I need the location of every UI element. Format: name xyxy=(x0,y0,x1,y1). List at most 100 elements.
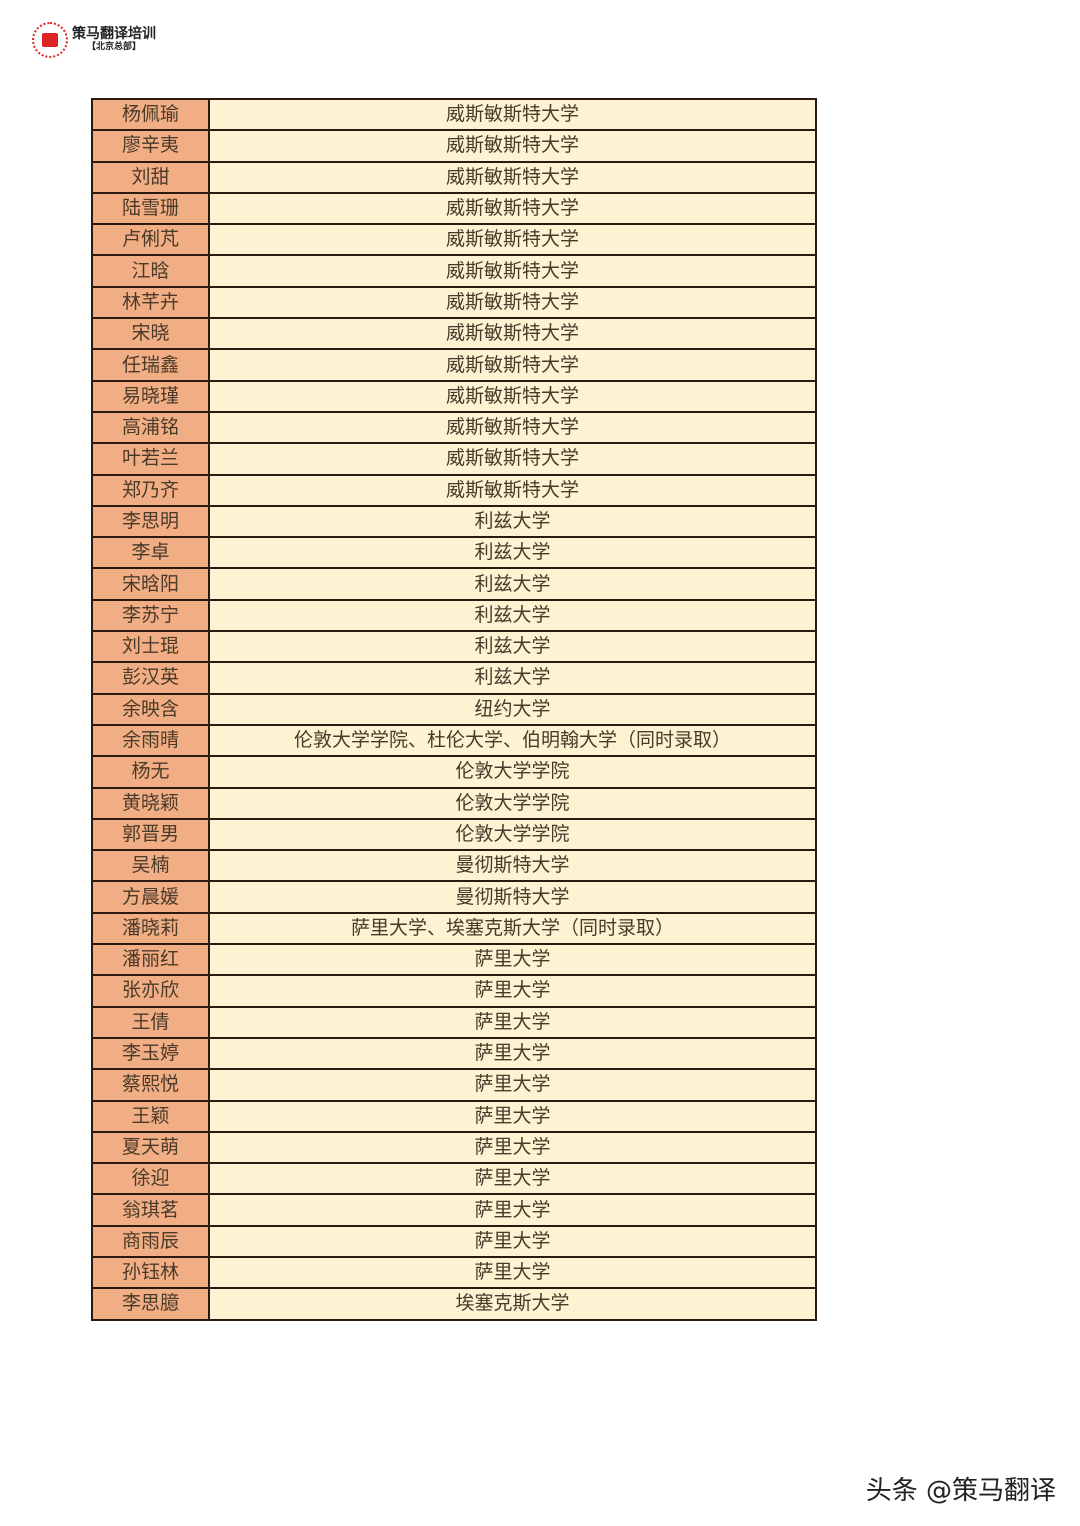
student-name-cell: 廖辛夷 xyxy=(91,129,210,163)
university-cell: 威斯敏斯特大学 xyxy=(208,97,817,132)
table-row: 郭晋男 伦敦大学学院 xyxy=(91,817,817,852)
table-row: 任瑞鑫 威斯敏斯特大学 xyxy=(91,348,817,382)
student-name-cell: 郑乃齐 xyxy=(91,473,210,507)
university-cell: 利兹大学 xyxy=(208,598,817,633)
student-name-cell: 杨无 xyxy=(91,755,210,789)
student-name-cell: 夏天萌 xyxy=(91,1130,210,1165)
student-name-cell: 陆雪珊 xyxy=(91,191,210,226)
logo: 策马翻译培训 【北京总部】 xyxy=(32,22,156,58)
table-row: 彭汉英 利兹大学 xyxy=(91,661,817,695)
university-cell: 利兹大学 xyxy=(208,504,817,539)
table-row: 杨佩瑜 威斯敏斯特大学 xyxy=(91,97,817,132)
table-row: 李玉婷 萨里大学 xyxy=(91,1036,817,1071)
university-cell: 纽约大学 xyxy=(208,692,817,726)
table-row: 杨无 伦敦大学学院 xyxy=(91,755,817,789)
university-cell: 萨里大学、埃塞克斯大学（同时录取） xyxy=(208,911,817,946)
table-row: 商雨辰 萨里大学 xyxy=(91,1224,817,1258)
student-name-cell: 方晨媛 xyxy=(91,880,210,914)
university-cell: 萨里大学 xyxy=(208,1255,817,1290)
student-name-cell: 林芊卉 xyxy=(91,285,210,320)
university-cell: 萨里大学 xyxy=(208,943,817,977)
table-row: 方晨媛 曼彻斯特大学 xyxy=(91,880,817,914)
table-row: 李思臆 埃塞克斯大学 xyxy=(91,1287,817,1321)
university-cell: 伦敦大学学院、杜伦大学、伯明翰大学（同时录取） xyxy=(208,723,817,758)
university-cell: 威斯敏斯特大学 xyxy=(208,317,817,351)
seal-logo-icon xyxy=(32,22,68,58)
university-cell: 萨里大学 xyxy=(208,974,817,1008)
university-cell: 萨里大学 xyxy=(208,1193,817,1227)
table-row: 翁琪茗 萨里大学 xyxy=(91,1193,817,1227)
table-row: 宋晗阳 利兹大学 xyxy=(91,567,817,601)
table-row: 吴楠 曼彻斯特大学 xyxy=(91,849,817,883)
university-cell: 威斯敏斯特大学 xyxy=(208,285,817,320)
student-name-cell: 刘士琨 xyxy=(91,630,210,664)
table-row: 李思明 利兹大学 xyxy=(91,504,817,539)
table-row: 潘丽红 萨里大学 xyxy=(91,943,817,977)
student-name-cell: 刘甜 xyxy=(91,160,210,194)
student-name-cell: 商雨辰 xyxy=(91,1224,210,1258)
university-cell: 萨里大学 xyxy=(208,1162,817,1196)
university-cell: 萨里大学 xyxy=(208,1130,817,1165)
table-row: 高浦铭 威斯敏斯特大学 xyxy=(91,410,817,445)
table-row: 蔡熙悦 萨里大学 xyxy=(91,1068,817,1102)
student-name-cell: 蔡熙悦 xyxy=(91,1068,210,1102)
table-row: 潘晓莉 萨里大学、埃塞克斯大学（同时录取） xyxy=(91,911,817,946)
university-cell: 威斯敏斯特大学 xyxy=(208,442,817,476)
student-name-cell: 任瑞鑫 xyxy=(91,348,210,382)
watermark: 头条 @策马翻译 xyxy=(865,1476,1056,1506)
student-name-cell: 李玉婷 xyxy=(91,1036,210,1071)
student-name-cell: 郭晋男 xyxy=(91,817,210,852)
table-row: 宋晓 威斯敏斯特大学 xyxy=(91,317,817,351)
table-row: 易晓瑾 威斯敏斯特大学 xyxy=(91,379,817,413)
table-row: 廖辛夷 威斯敏斯特大学 xyxy=(91,129,817,163)
student-name-cell: 翁琪茗 xyxy=(91,1193,210,1227)
student-name-cell: 高浦铭 xyxy=(91,410,210,445)
university-cell: 曼彻斯特大学 xyxy=(208,849,817,883)
student-name-cell: 宋晗阳 xyxy=(91,567,210,601)
university-cell: 埃塞克斯大学 xyxy=(208,1287,817,1321)
university-cell: 威斯敏斯特大学 xyxy=(208,129,817,163)
student-name-cell: 李卓 xyxy=(91,536,210,570)
table-row: 黄晓颖 伦敦大学学院 xyxy=(91,786,817,820)
university-cell: 威斯敏斯特大学 xyxy=(208,254,817,288)
admissions-table: 杨佩瑜 威斯敏斯特大学 廖辛夷 威斯敏斯特大学 刘甜 威斯敏斯特大学 陆雪珊 威斯敏斯特大学卢… xyxy=(91,97,817,1321)
university-cell: 威斯敏斯特大学 xyxy=(208,160,817,194)
student-name-cell: 吴楠 xyxy=(91,849,210,883)
university-cell: 萨里大学 xyxy=(208,1068,817,1102)
table-row: 余映含 纽约大学 xyxy=(91,692,817,726)
university-cell: 曼彻斯特大学 xyxy=(208,880,817,914)
student-name-cell: 黄晓颖 xyxy=(91,786,210,820)
table-row: 刘甜 威斯敏斯特大学 xyxy=(91,160,817,194)
table-row: 林芊卉 威斯敏斯特大学 xyxy=(91,285,817,320)
university-cell: 威斯敏斯特大学 xyxy=(208,191,817,226)
table-row: 叶若兰 威斯敏斯特大学 xyxy=(91,442,817,476)
student-name-cell: 李苏宁 xyxy=(91,598,210,633)
university-cell: 威斯敏斯特大学 xyxy=(208,223,817,257)
student-name-cell: 宋晓 xyxy=(91,317,210,351)
table-row: 李苏宁 利兹大学 xyxy=(91,598,817,633)
student-name-cell: 江晗 xyxy=(91,254,210,288)
student-name-cell: 叶若兰 xyxy=(91,442,210,476)
student-name-cell: 王颖 xyxy=(91,1099,210,1133)
table-row: 王倩 萨里大学 xyxy=(91,1005,817,1039)
table-row: 余雨晴 伦敦大学学院、杜伦大学、伯明翰大学（同时录取） xyxy=(91,723,817,758)
university-cell: 伦敦大学学院 xyxy=(208,755,817,789)
table-row: 江晗 威斯敏斯特大学 xyxy=(91,254,817,288)
student-name-cell: 卢俐芃 xyxy=(91,223,210,257)
table-row: 陆雪珊 威斯敏斯特大学 xyxy=(91,191,817,226)
logo-subtitle: 【北京总部】 xyxy=(86,41,141,52)
university-cell: 威斯敏斯特大学 xyxy=(208,348,817,382)
university-cell: 伦敦大学学院 xyxy=(208,786,817,820)
table-row: 王颖 萨里大学 xyxy=(91,1099,817,1133)
university-cell: 威斯敏斯特大学 xyxy=(208,473,817,507)
student-name-cell: 徐迎 xyxy=(91,1162,210,1196)
university-cell: 威斯敏斯特大学 xyxy=(208,379,817,413)
university-cell: 萨里大学 xyxy=(208,1099,817,1133)
student-name-cell: 彭汉英 xyxy=(91,661,210,695)
student-name-cell: 杨佩瑜 xyxy=(91,97,210,132)
student-name-cell: 李思臆 xyxy=(91,1287,210,1321)
university-cell: 利兹大学 xyxy=(208,536,817,570)
table-row: 李卓 利兹大学 xyxy=(91,536,817,570)
student-name-cell: 余雨晴 xyxy=(91,723,210,758)
table-row: 郑乃齐 威斯敏斯特大学 xyxy=(91,473,817,507)
